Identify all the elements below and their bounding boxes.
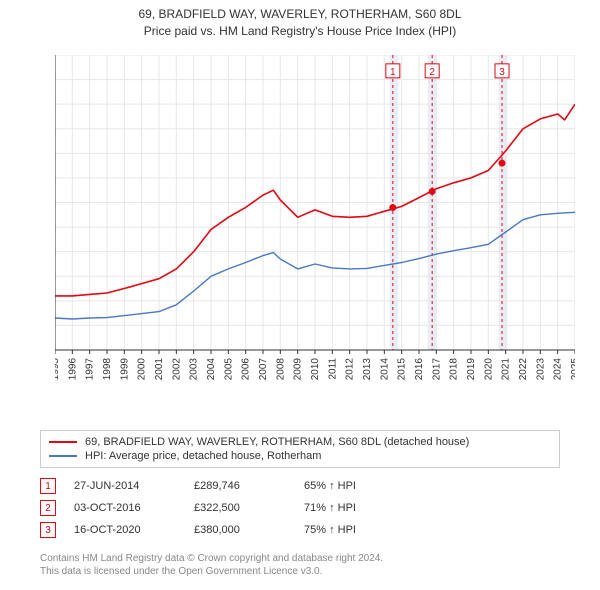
svg-text:2021: 2021 xyxy=(501,358,512,381)
svg-text:2003: 2003 xyxy=(189,358,200,381)
marker-row: 1 27-JUN-2014 £289,746 65% ↑ HPI xyxy=(40,475,560,497)
marker-pct: 65% ↑ HPI xyxy=(304,480,424,492)
marker-badge: 3 xyxy=(40,522,56,538)
svg-text:2023: 2023 xyxy=(535,358,546,381)
svg-text:2004: 2004 xyxy=(206,358,217,381)
marker-date: 27-JUN-2014 xyxy=(74,480,194,492)
svg-text:1998: 1998 xyxy=(102,358,113,381)
legend: 69, BRADFIELD WAY, WAVERLEY, ROTHERHAM, … xyxy=(40,430,560,468)
footer: Contains HM Land Registry data © Crown c… xyxy=(40,552,383,578)
svg-text:2009: 2009 xyxy=(293,358,304,381)
marker-badge: 2 xyxy=(40,500,56,516)
svg-text:2006: 2006 xyxy=(241,358,252,381)
title-line-2: Price paid vs. HM Land Registry's House … xyxy=(0,23,600,40)
line-chart: £0£50K£100K£150K£200K£250K£300K£350K£400… xyxy=(55,55,575,395)
svg-text:1: 1 xyxy=(390,67,396,78)
svg-text:1996: 1996 xyxy=(67,358,78,381)
marker-row: 2 03-OCT-2016 £322,500 71% ↑ HPI xyxy=(40,497,560,519)
title-line-1: 69, BRADFIELD WAY, WAVERLEY, ROTHERHAM, … xyxy=(0,6,600,23)
svg-text:2018: 2018 xyxy=(449,358,460,381)
legend-swatch xyxy=(49,455,77,457)
footer-line-2: This data is licensed under the Open Gov… xyxy=(40,565,383,578)
marker-badge: 1 xyxy=(40,478,56,494)
marker-row: 3 16-OCT-2020 £380,000 75% ↑ HPI xyxy=(40,519,560,541)
marker-date: 16-OCT-2020 xyxy=(74,524,194,536)
svg-text:2022: 2022 xyxy=(518,358,529,381)
legend-label: 69, BRADFIELD WAY, WAVERLEY, ROTHERHAM, … xyxy=(85,436,469,448)
svg-text:1997: 1997 xyxy=(85,358,96,381)
svg-text:2015: 2015 xyxy=(397,358,408,381)
marker-pct: 75% ↑ HPI xyxy=(304,524,424,536)
legend-swatch xyxy=(49,441,77,443)
svg-text:1995: 1995 xyxy=(55,358,61,381)
legend-label: HPI: Average price, detached house, Roth… xyxy=(85,450,321,462)
svg-text:2016: 2016 xyxy=(414,358,425,381)
svg-text:2025: 2025 xyxy=(570,358,575,381)
svg-text:1999: 1999 xyxy=(119,358,130,381)
marker-date: 03-OCT-2016 xyxy=(74,502,194,514)
svg-text:2019: 2019 xyxy=(466,358,477,381)
chart-container: 69, BRADFIELD WAY, WAVERLEY, ROTHERHAM, … xyxy=(0,0,600,590)
svg-text:2001: 2001 xyxy=(154,358,165,381)
marker-price: £322,500 xyxy=(194,502,304,514)
svg-text:2013: 2013 xyxy=(362,358,373,381)
legend-item-price-paid: 69, BRADFIELD WAY, WAVERLEY, ROTHERHAM, … xyxy=(49,435,551,449)
svg-text:2008: 2008 xyxy=(275,358,286,381)
svg-text:2005: 2005 xyxy=(223,358,234,381)
svg-text:2020: 2020 xyxy=(483,358,494,381)
markers-table: 1 27-JUN-2014 £289,746 65% ↑ HPI 2 03-OC… xyxy=(40,475,560,541)
svg-text:2014: 2014 xyxy=(379,358,390,381)
svg-text:2007: 2007 xyxy=(258,358,269,381)
svg-text:2017: 2017 xyxy=(431,358,442,381)
svg-text:2002: 2002 xyxy=(171,358,182,381)
title-block: 69, BRADFIELD WAY, WAVERLEY, ROTHERHAM, … xyxy=(0,0,600,40)
legend-item-hpi: HPI: Average price, detached house, Roth… xyxy=(49,449,551,463)
svg-text:3: 3 xyxy=(499,67,505,78)
marker-price: £380,000 xyxy=(194,524,304,536)
svg-text:2024: 2024 xyxy=(553,358,564,381)
svg-text:2: 2 xyxy=(429,67,435,78)
svg-text:2000: 2000 xyxy=(137,358,148,381)
marker-pct: 71% ↑ HPI xyxy=(304,502,424,514)
svg-text:2011: 2011 xyxy=(327,358,338,380)
svg-text:2010: 2010 xyxy=(310,358,321,381)
svg-text:2012: 2012 xyxy=(345,358,356,381)
marker-price: £289,746 xyxy=(194,480,304,492)
footer-line-1: Contains HM Land Registry data © Crown c… xyxy=(40,552,383,565)
